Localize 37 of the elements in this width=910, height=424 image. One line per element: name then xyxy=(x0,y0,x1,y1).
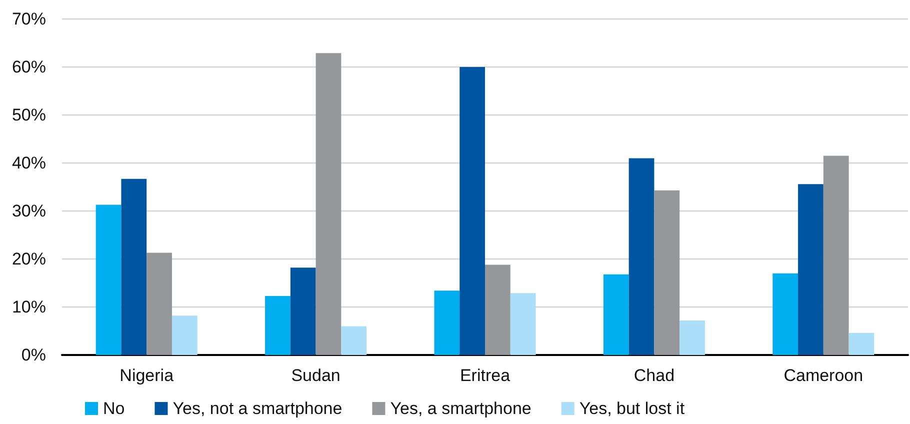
bar xyxy=(848,332,874,355)
y-tick-label: 70% xyxy=(12,10,46,28)
bar xyxy=(680,320,705,355)
y-tick-label: 50% xyxy=(12,106,46,124)
y-tick-label: 10% xyxy=(12,298,46,316)
bar xyxy=(172,316,198,355)
bar xyxy=(628,158,654,355)
bar xyxy=(265,296,290,355)
bar xyxy=(798,184,824,355)
x-tick-label: Sudan xyxy=(291,366,340,385)
bar xyxy=(654,190,680,355)
x-tick-label: Eritrea xyxy=(460,366,511,385)
y-tick-label: 40% xyxy=(12,154,46,172)
legend-label: No xyxy=(103,399,125,418)
bar xyxy=(121,178,147,355)
bar xyxy=(146,252,172,355)
legend-label: Yes, a smartphone xyxy=(390,399,532,418)
y-tick-label: 0% xyxy=(21,346,46,364)
y-tick-label: 20% xyxy=(12,250,46,268)
x-tick-label: Cameroon xyxy=(784,366,864,385)
bar xyxy=(603,274,629,355)
bar xyxy=(434,290,460,355)
bar xyxy=(316,53,342,355)
bar xyxy=(823,156,849,355)
y-tick-label: 30% xyxy=(12,202,46,220)
bar xyxy=(772,273,798,355)
y-tick-label: 60% xyxy=(12,58,46,76)
bar xyxy=(485,264,510,355)
bar xyxy=(341,326,367,355)
legend-label: Yes, not a smartphone xyxy=(172,399,342,418)
x-tick-label: Nigeria xyxy=(120,366,174,385)
bar xyxy=(290,268,316,355)
bar xyxy=(460,67,485,355)
legend-label: Yes, but lost it xyxy=(579,399,685,418)
bar xyxy=(96,204,122,355)
x-tick-label: Chad xyxy=(634,366,675,385)
bar xyxy=(510,293,536,355)
